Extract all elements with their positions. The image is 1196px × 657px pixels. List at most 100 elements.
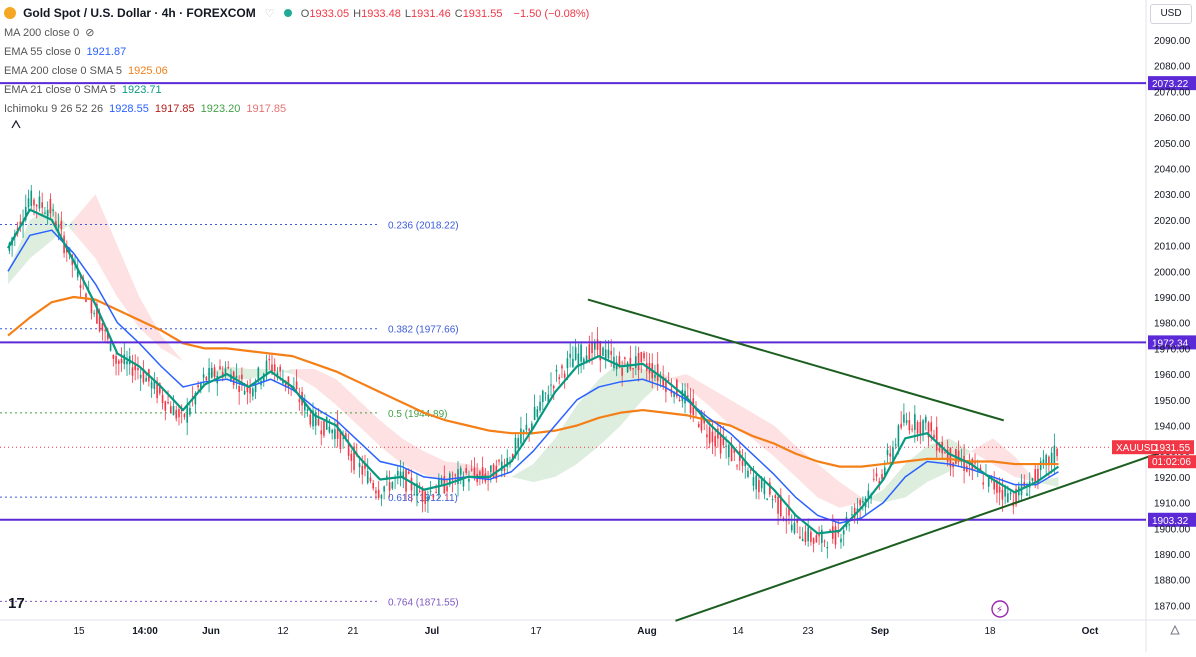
ichimoku-cloud-segment	[467, 464, 490, 477]
candle-body	[626, 362, 629, 373]
indicator-row[interactable]: EMA 55 close 0 1921.87	[4, 43, 589, 62]
indicator-value: 1917.85	[246, 103, 287, 115]
x-tick-label: Jul	[425, 626, 440, 637]
candle-body	[826, 546, 829, 549]
candle-body	[41, 202, 43, 208]
candle-body	[369, 477, 372, 482]
indicator-row[interactable]: EMA 21 close 0 SMA 5 1923.71	[4, 81, 589, 100]
candle-body	[462, 478, 465, 487]
candle-body	[583, 358, 585, 363]
candle-body	[889, 453, 892, 457]
candle-body	[618, 356, 621, 368]
candle-body	[656, 364, 659, 381]
candle-body	[935, 426, 938, 451]
candle-body	[717, 428, 719, 439]
indicator-list: MA 200 close 0 ⊘ EMA 55 close 0 1921.87 EMA …	[4, 24, 589, 119]
candle-body	[320, 430, 323, 435]
candle-body	[339, 430, 342, 449]
y-tick-label: 2020.00	[1154, 216, 1191, 227]
candle-body	[873, 478, 875, 480]
candle-body	[358, 463, 361, 468]
candle-body	[383, 486, 385, 492]
y-tick-label: 1900.00	[1154, 524, 1191, 535]
candle-body	[219, 366, 221, 370]
candle-body	[635, 356, 637, 368]
candle-body	[566, 358, 569, 369]
candle-body	[1031, 478, 1034, 481]
indicator-row[interactable]: MA 200 close 0 ⊘	[4, 24, 589, 43]
candle-body	[960, 461, 963, 463]
candle-body	[711, 431, 714, 443]
chart-legend: Gold Spot / U.S. Dollar · 4h · FOREXCOM …	[4, 4, 589, 119]
candle-body	[115, 356, 117, 364]
candle-body	[498, 459, 500, 462]
candle-body	[479, 471, 481, 476]
symbol-tag: XAUUSD	[1116, 443, 1158, 454]
candle-body	[96, 303, 98, 324]
ichimoku-cloud-segment	[795, 446, 818, 498]
currency-selector[interactable]: USD	[1150, 4, 1192, 24]
candle-body	[878, 481, 881, 484]
x-tick-label: Sep	[871, 626, 889, 637]
candle-body	[708, 427, 711, 444]
candle-body	[161, 394, 164, 403]
candle-body	[224, 368, 227, 376]
indicator-row[interactable]: Ichimoku 9 26 52 26 1928.55 1917.85 1923.20…	[4, 100, 589, 119]
candle-body	[366, 470, 369, 484]
indicator-row[interactable]: EMA 200 close 0 SMA 5 1925.06	[4, 62, 589, 81]
candle-body	[550, 384, 552, 386]
y-tick-label: 2060.00	[1154, 113, 1191, 124]
symbol-price-tag-bg	[1112, 440, 1194, 455]
candle-body	[552, 385, 555, 389]
candle-body	[662, 376, 664, 387]
candle-body	[856, 508, 859, 512]
candle-body	[555, 369, 558, 372]
candle-body	[621, 368, 623, 376]
candle-body	[364, 463, 366, 469]
heart-icon[interactable]: ♡	[264, 8, 275, 20]
candle-body	[490, 465, 492, 473]
candle-body	[643, 352, 645, 359]
candle-body	[342, 437, 344, 439]
lightning-event-icon	[991, 600, 1009, 618]
candle-body	[848, 524, 850, 526]
candle-body	[697, 423, 700, 428]
candle-body	[304, 401, 306, 411]
ohlc-key-c: C	[454, 8, 463, 20]
candle-body	[1050, 452, 1053, 464]
candle-body	[514, 437, 517, 457]
candle-body	[1053, 445, 1056, 465]
candle-body	[883, 467, 886, 475]
ichimoku-cloud-segment	[664, 374, 687, 387]
candle-body	[175, 409, 178, 419]
candle-body	[35, 204, 38, 207]
candle-body	[254, 384, 257, 393]
candle-body	[774, 495, 777, 499]
candle-body	[90, 298, 93, 314]
candle-body	[189, 407, 191, 415]
hidden-eye-icon[interactable]: ⊘	[85, 27, 95, 39]
indicator-value: 1917.85	[154, 103, 195, 115]
y-tick-label: 1870.00	[1154, 601, 1191, 612]
candle-body	[241, 374, 243, 380]
candle-body	[172, 406, 175, 416]
x-tick-label: Aug	[637, 626, 656, 637]
candle-body	[665, 379, 667, 392]
change-value: −1.50 (−0.08%)	[513, 8, 590, 20]
candle-body	[235, 375, 238, 379]
symbol-title[interactable]: Gold Spot / U.S. Dollar · 4h · FOREXCOM	[23, 6, 256, 20]
candle-body	[345, 433, 347, 440]
y-tick-label: 1940.00	[1154, 422, 1191, 433]
candle-body	[790, 524, 793, 531]
candle-body	[903, 414, 905, 423]
candle-body	[27, 198, 30, 208]
y-tick-label: 1970.00	[1154, 344, 1191, 355]
candle-body	[531, 423, 533, 431]
candle-body	[298, 399, 301, 402]
candle-body	[134, 363, 137, 371]
candle-body	[719, 434, 722, 454]
countdown-tag-bg	[1148, 455, 1196, 469]
